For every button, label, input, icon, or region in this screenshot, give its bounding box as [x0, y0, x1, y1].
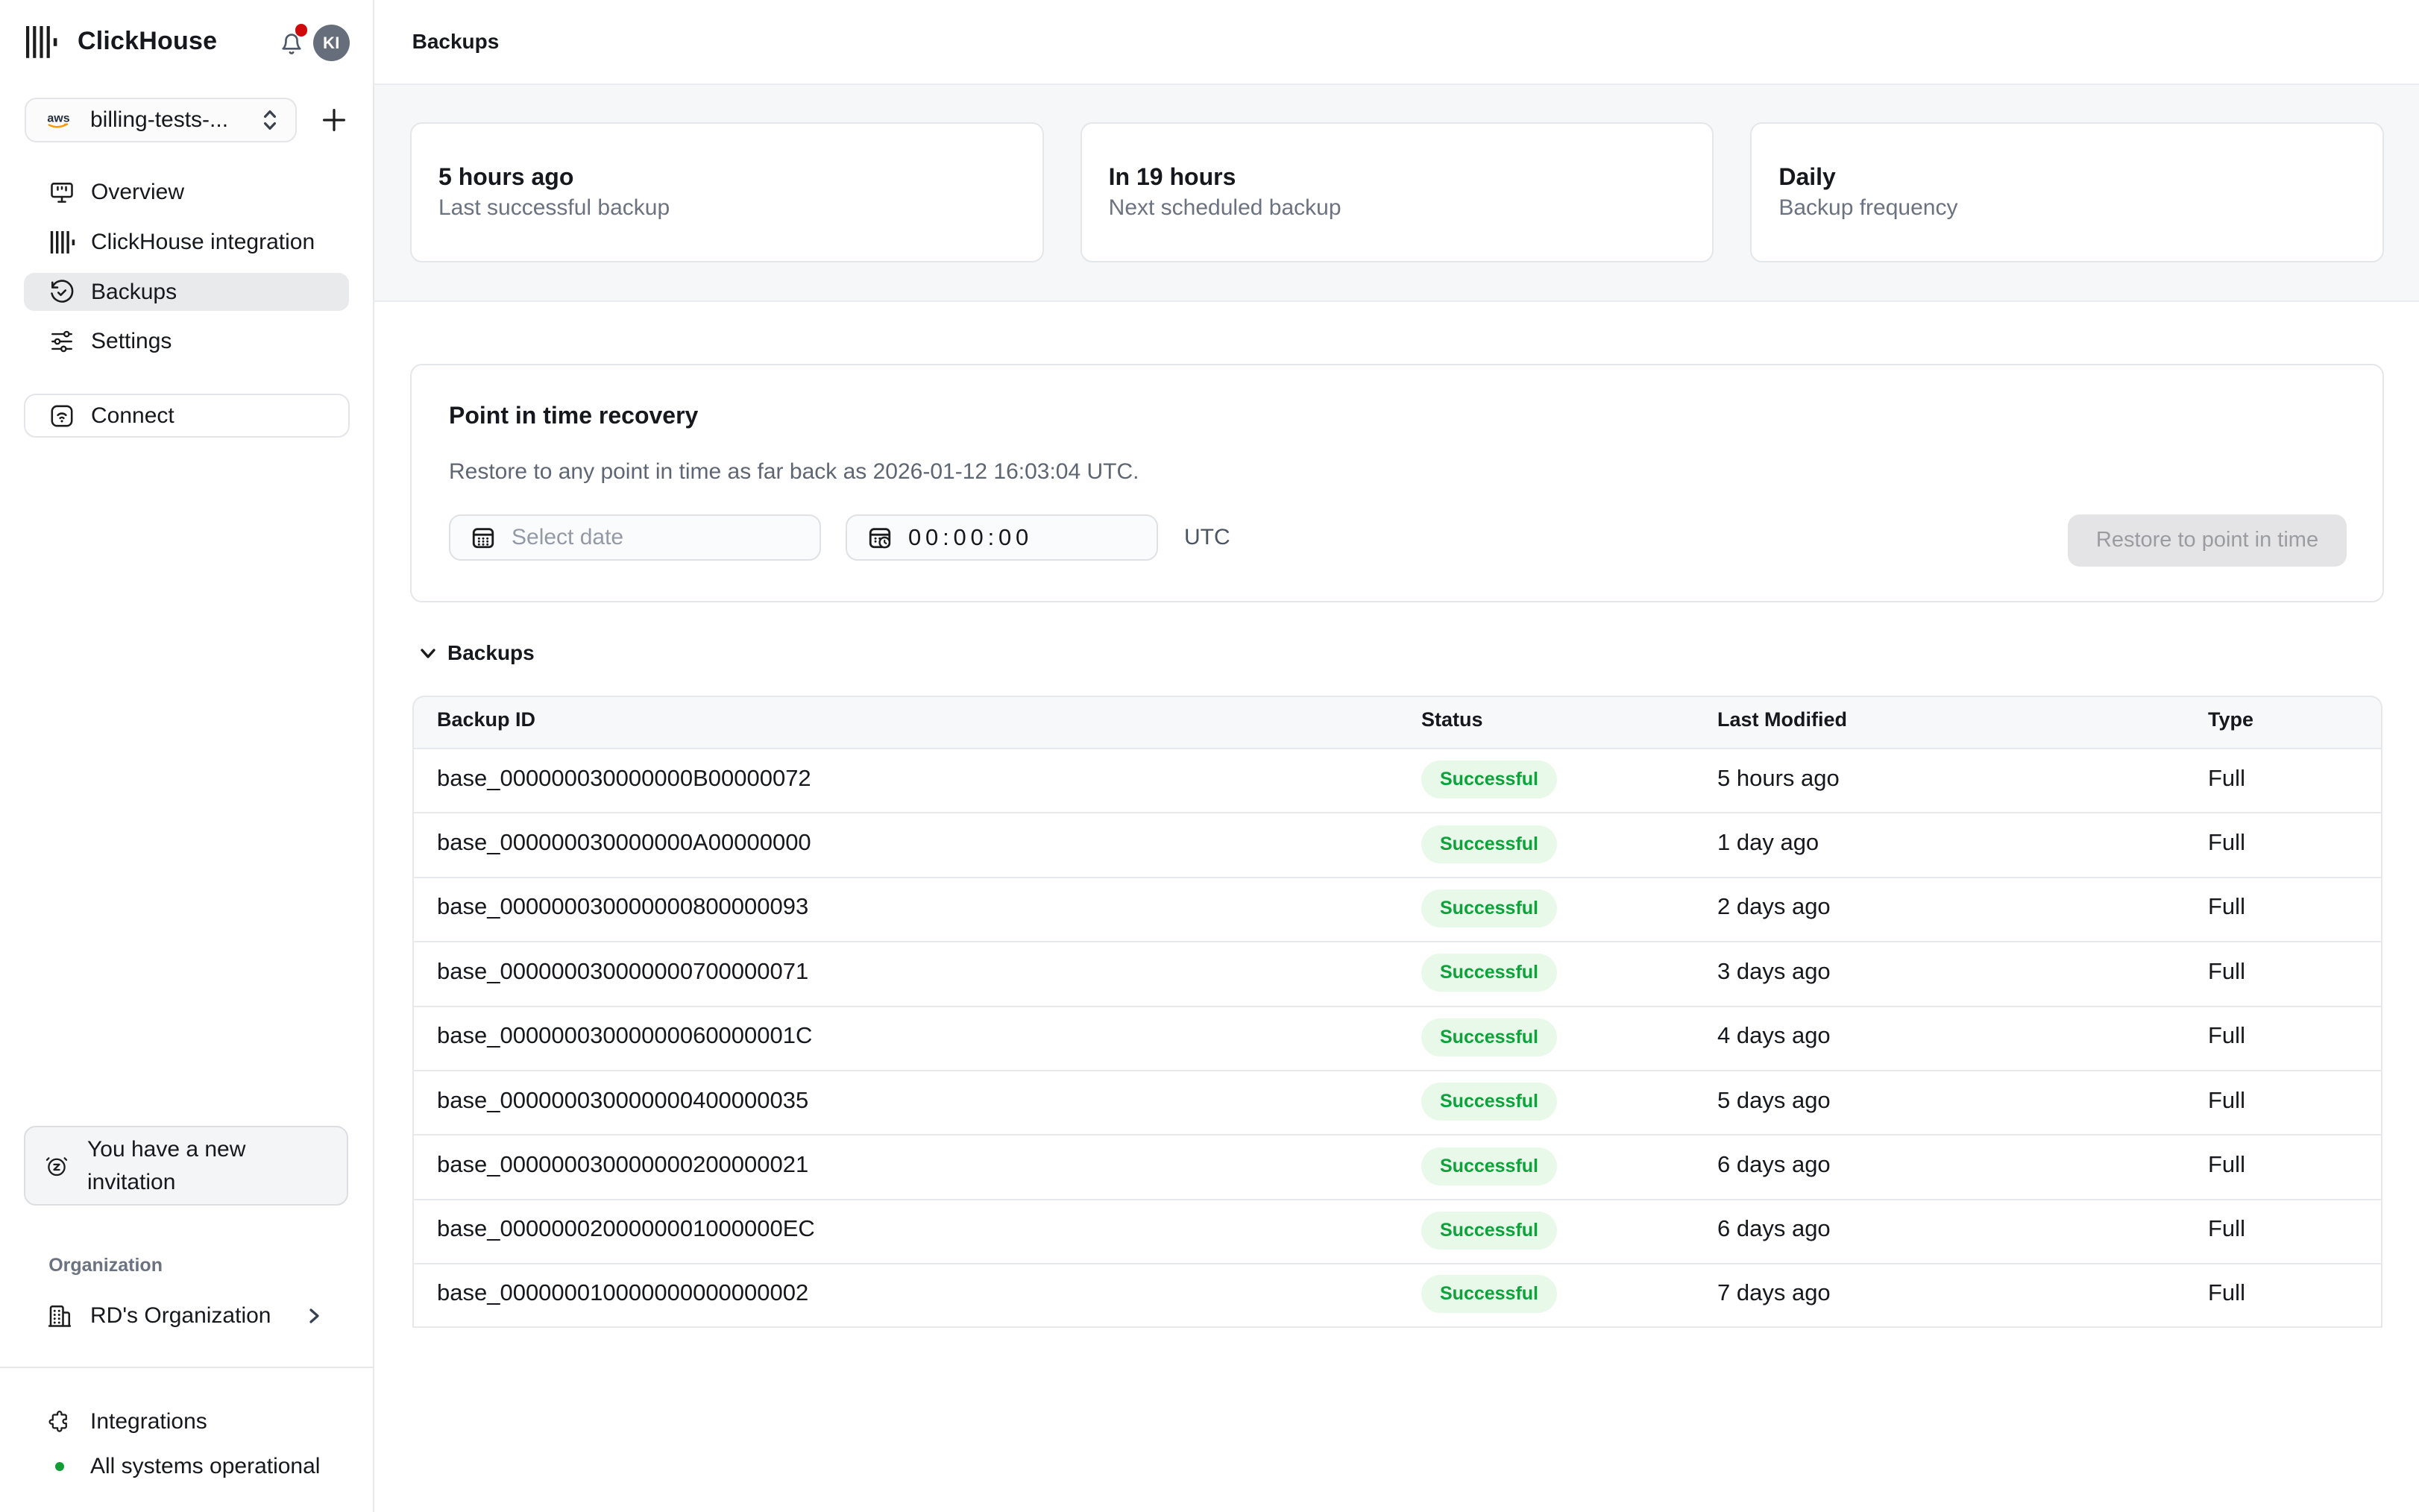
svg-text:aws: aws — [47, 113, 69, 125]
